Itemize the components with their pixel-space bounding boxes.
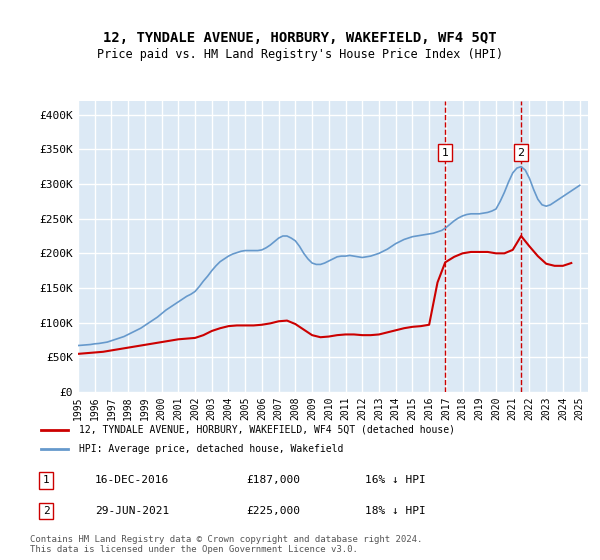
Text: 2: 2 <box>518 148 524 158</box>
Text: Price paid vs. HM Land Registry's House Price Index (HPI): Price paid vs. HM Land Registry's House … <box>97 48 503 60</box>
Text: 16-DEC-2016: 16-DEC-2016 <box>95 475 169 485</box>
Text: 29-JUN-2021: 29-JUN-2021 <box>95 506 169 516</box>
Text: 12, TYNDALE AVENUE, HORBURY, WAKEFIELD, WF4 5QT (detached house): 12, TYNDALE AVENUE, HORBURY, WAKEFIELD, … <box>79 424 455 435</box>
Text: 1: 1 <box>43 475 50 485</box>
Text: 12, TYNDALE AVENUE, HORBURY, WAKEFIELD, WF4 5QT: 12, TYNDALE AVENUE, HORBURY, WAKEFIELD, … <box>103 31 497 45</box>
Text: Contains HM Land Registry data © Crown copyright and database right 2024.
This d: Contains HM Land Registry data © Crown c… <box>30 535 422 554</box>
Text: HPI: Average price, detached house, Wakefield: HPI: Average price, detached house, Wake… <box>79 445 343 455</box>
Text: £225,000: £225,000 <box>246 506 300 516</box>
Text: 18% ↓ HPI: 18% ↓ HPI <box>365 506 425 516</box>
Text: £187,000: £187,000 <box>246 475 300 485</box>
Text: 16% ↓ HPI: 16% ↓ HPI <box>365 475 425 485</box>
Text: 2: 2 <box>43 506 50 516</box>
Text: 1: 1 <box>442 148 449 158</box>
